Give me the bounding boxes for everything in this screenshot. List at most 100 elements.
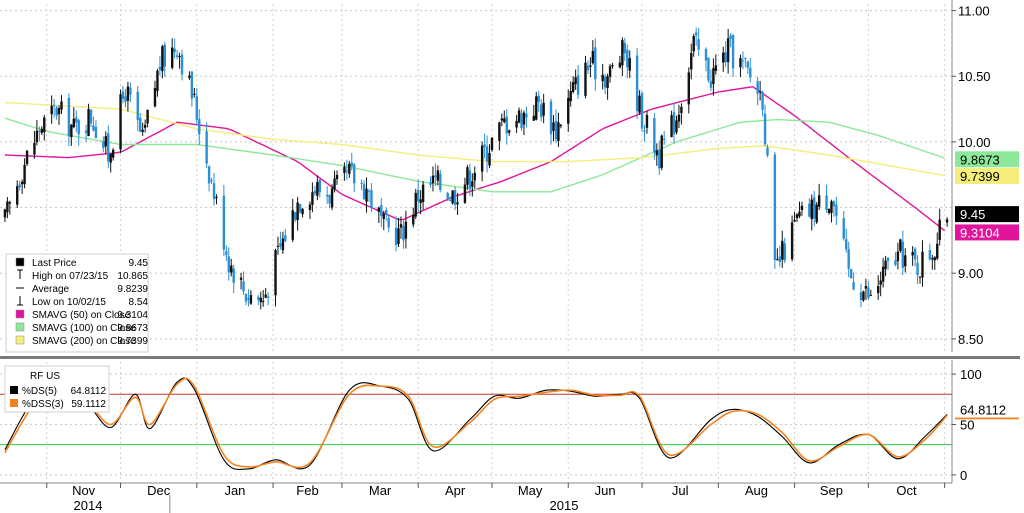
price-candle [707, 57, 710, 81]
legend-value: 9.8673 [117, 323, 148, 334]
price-candle [70, 124, 73, 138]
price-candle [92, 125, 95, 131]
price-candle [109, 153, 112, 163]
legend-label: Low on 10/02/15 [32, 297, 106, 308]
price-candle [178, 56, 181, 58]
price-candle [362, 184, 366, 200]
price-candle [884, 260, 887, 270]
price-candle [879, 280, 882, 285]
price-candle [618, 62, 622, 68]
oscillator-y-tick-label: 50 [960, 418, 974, 433]
price-candle [938, 219, 941, 240]
price-candle [308, 204, 312, 210]
price-candle [380, 205, 383, 216]
legend-marker [15, 322, 25, 332]
price-candle [931, 258, 934, 260]
price-candle [697, 39, 700, 50]
price-candle [215, 196, 218, 198]
price-candle [276, 246, 280, 248]
price-candle [694, 32, 698, 36]
price-panel: 11.00 10.50 10.00 9.00 8.50 9.8673 9.7399 9.45… [0, 0, 1019, 353]
price-end-label-box [955, 151, 1019, 168]
price-candle [318, 179, 321, 193]
price-candle [38, 131, 41, 133]
price-candle [298, 204, 302, 213]
price-candle [945, 219, 949, 223]
oscillator-legend-marker [10, 386, 18, 394]
price-candle [549, 101, 553, 135]
price-candle [55, 107, 58, 116]
price-candle [264, 294, 267, 298]
legend-label: SMAVG (100) on Close [32, 323, 136, 334]
price-candle [193, 93, 196, 95]
x-month-label: Aug [745, 483, 768, 498]
price-candle [247, 298, 250, 300]
price-candle [129, 87, 132, 95]
price-candle [419, 199, 422, 204]
price-candle [825, 195, 828, 210]
legend-marker [15, 335, 25, 345]
price-candle [244, 293, 248, 302]
price-candle [515, 120, 518, 128]
price-candle [936, 243, 939, 259]
price-candle [508, 130, 511, 133]
price-candle [473, 172, 476, 181]
price-candle [153, 88, 157, 107]
price-candle [813, 197, 816, 219]
price-candle [16, 186, 19, 205]
price-candle [343, 166, 346, 174]
price-candle [532, 115, 536, 121]
oscillator-legend-value: 64.8112 [71, 386, 107, 397]
price-candle [645, 114, 649, 128]
price-candle [348, 163, 351, 174]
price-y-tick-label: 8.50 [958, 332, 983, 347]
price-candle [781, 240, 784, 260]
price-candle [163, 44, 167, 67]
price-candle [468, 170, 472, 189]
price-candle [107, 133, 110, 162]
oscillator-legend-value: 59.1112 [71, 399, 106, 410]
price-candle [436, 170, 440, 181]
price-end-label-box [955, 168, 1019, 185]
price-candle [628, 58, 631, 71]
price-candle [611, 65, 614, 67]
price-candle [505, 116, 508, 134]
oscillator-y-tick-label: 0 [960, 468, 967, 483]
price-candle [404, 221, 408, 239]
price-candle [18, 184, 21, 188]
price-candle [281, 238, 285, 251]
oscillator-legend-marker [10, 399, 18, 407]
price-candle [205, 131, 208, 164]
price-candle [50, 105, 53, 115]
price-candle [330, 188, 334, 208]
price-candle [867, 287, 870, 299]
price-candle [815, 204, 818, 223]
price-candle [225, 251, 228, 256]
x-month-label: Feb [296, 483, 318, 498]
price-candle [778, 256, 782, 262]
price-candle [173, 48, 176, 53]
price-candle [335, 174, 339, 180]
price-candle [584, 62, 587, 96]
price-candle [222, 195, 226, 250]
price-candle [448, 200, 452, 202]
price-candle [124, 96, 127, 102]
price-candle [773, 154, 777, 261]
price-candle [608, 66, 612, 77]
price-candle [670, 115, 673, 138]
price-candle [239, 277, 243, 280]
price-candle [87, 109, 90, 137]
price-candle [195, 96, 198, 120]
price-candle [266, 296, 270, 298]
price-candle [744, 57, 747, 59]
price-candle [121, 91, 125, 100]
price-candle [704, 48, 708, 61]
legend-label: SMAVG (200) on Close [32, 336, 136, 347]
price-candle [842, 218, 845, 239]
price-candle [746, 61, 750, 68]
price-candle [911, 252, 914, 256]
price-candle [210, 180, 213, 182]
oscillator-y-tick-label: 100 [960, 367, 982, 382]
price-candle [589, 65, 592, 67]
